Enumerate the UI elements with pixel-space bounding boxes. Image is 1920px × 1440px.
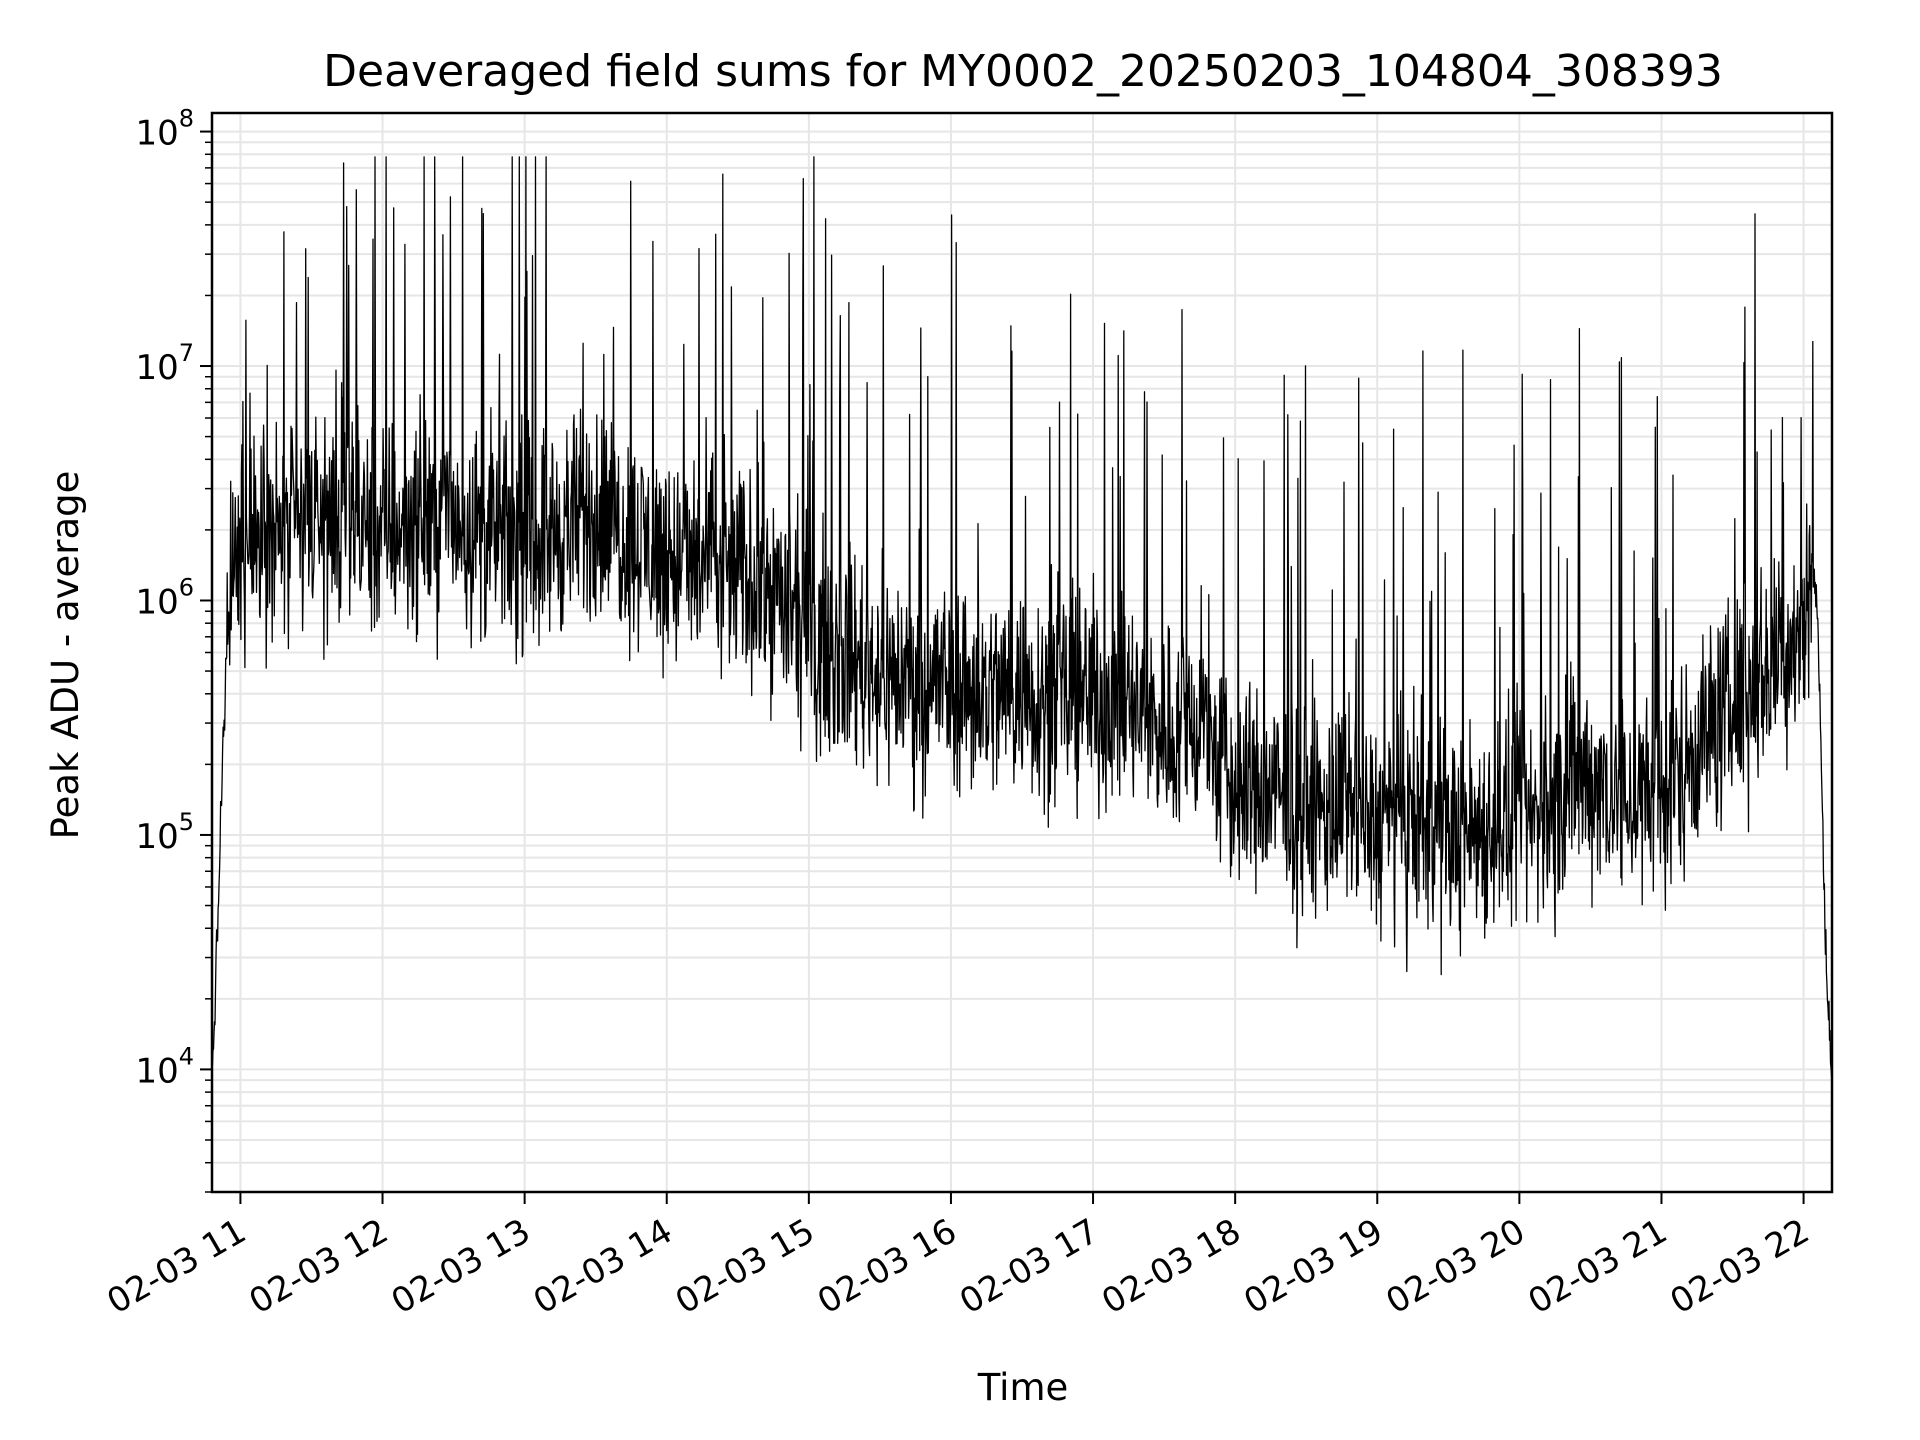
- y-tick-exponent: 6: [179, 573, 194, 601]
- series-line: [211, 156, 1833, 1079]
- x-tick-label: 02-03 14: [527, 1211, 679, 1322]
- x-tick-label: 02-03 18: [1095, 1211, 1247, 1322]
- y-tick-label: 106: [135, 573, 194, 622]
- y-tick-exponent: 7: [179, 339, 194, 367]
- chart-title: Deaveraged field sums for MY0002_2025020…: [323, 46, 1723, 97]
- grid: [212, 113, 1832, 1193]
- y-tick-label: 108: [135, 105, 194, 154]
- y-axis-label: Peak ADU - average: [44, 471, 87, 840]
- x-tick-label: 02-03 19: [1237, 1211, 1389, 1322]
- y-tick-base: 10: [135, 348, 178, 388]
- x-tick-label: 02-03 11: [101, 1211, 253, 1322]
- y-tick-base: 10: [135, 114, 178, 154]
- y-tick-label: 104: [135, 1042, 194, 1091]
- x-tick-label: 02-03 16: [811, 1211, 963, 1322]
- x-tick-label: 02-03 22: [1664, 1211, 1816, 1322]
- x-axis-label: Time: [977, 1366, 1069, 1409]
- y-tick-base: 10: [135, 817, 178, 857]
- y-tick-exponent: 4: [179, 1042, 194, 1070]
- y-tick-base: 10: [135, 582, 178, 622]
- x-tick-label: 02-03 17: [953, 1211, 1105, 1322]
- y-tick-label: 105: [135, 808, 194, 857]
- y-tick-exponent: 8: [179, 105, 194, 133]
- x-tick-label: 02-03 20: [1379, 1211, 1531, 1322]
- y-tick-base: 10: [135, 1051, 178, 1091]
- y-tick-label: 107: [135, 339, 194, 388]
- x-tick-label: 02-03 13: [385, 1211, 537, 1322]
- y-tick-exponent: 5: [179, 808, 194, 836]
- x-tick-label: 02-03 21: [1522, 1211, 1674, 1322]
- series-group: [211, 156, 1833, 1079]
- x-tick-label: 02-03 15: [669, 1211, 821, 1322]
- x-tick-label: 02-03 12: [243, 1211, 395, 1322]
